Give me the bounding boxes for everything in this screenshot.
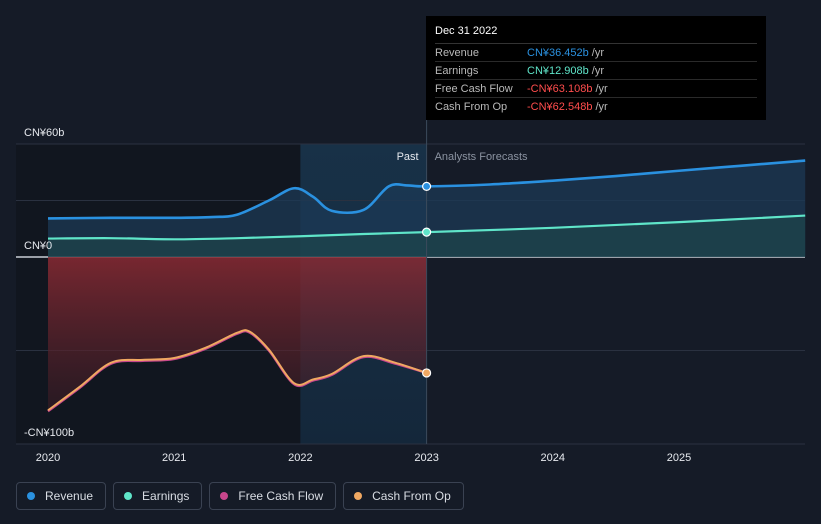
x-tick-label: 2024 (541, 452, 565, 464)
x-tick-label: 2022 (288, 452, 312, 464)
past-label: Past (397, 151, 419, 163)
legend-item-cash-from-op[interactable]: Cash From Op (343, 482, 464, 510)
tooltip-label: Free Cash Flow (435, 82, 513, 95)
legend-item-earnings[interactable]: Earnings (113, 482, 203, 510)
tooltip-unit: /yr (595, 82, 608, 95)
legend-item-free-cash-flow[interactable]: Free Cash Flow (209, 482, 337, 510)
tooltip-unit: /yr (595, 100, 608, 113)
earnings-marker (422, 227, 432, 237)
y-tick-label: CN¥0 (24, 240, 52, 252)
tooltip-row-cash-from-op: Cash From Op -CN¥62.548b /yr (435, 98, 757, 115)
legend-dot-icon (220, 492, 229, 500)
x-tick-label: 2021 (162, 452, 186, 464)
y-tick-label: CN¥60b (24, 127, 64, 139)
revenue-line (47, 159, 806, 220)
tooltip-row-free-cash-flow: Free Cash Flow -CN¥63.108b /yr (435, 80, 757, 98)
tooltip-label: Cash From Op (435, 100, 508, 113)
legend-label: Earnings (142, 489, 190, 503)
legend-dot-icon (354, 492, 363, 500)
cash-from-op-line (47, 329, 427, 412)
earnings-line (47, 214, 806, 241)
negative-cash-area (48, 257, 427, 411)
tooltip-date: Dec 31 2022 (435, 25, 757, 44)
tooltip-row-earnings: Earnings CN¥12.908b /yr (435, 62, 757, 80)
forecast-label: Analysts Forecasts (435, 151, 528, 163)
tooltip-value: -CN¥62.548b (527, 100, 593, 113)
x-tick-label: 2023 (414, 452, 438, 464)
chart-legend: Revenue Earnings Free Cash Flow Cash Fro… (16, 482, 464, 510)
data-tooltip: Dec 31 2022 Revenue CN¥36.452b /yr Earni… (426, 16, 766, 120)
legend-dot-icon (27, 492, 35, 500)
tooltip-unit: /yr (591, 64, 605, 77)
tooltip-label: Revenue (435, 46, 480, 59)
x-tick-label: 2025 (667, 452, 691, 464)
tooltip-value: CN¥12.908b (527, 64, 589, 77)
tooltip-label: Earnings (435, 64, 479, 77)
legend-label: Revenue (45, 489, 94, 503)
x-tick-label: 2020 (36, 452, 60, 464)
tooltip-value: -CN¥63.108b (527, 82, 593, 95)
tooltip-value: CN¥36.452b (527, 46, 589, 59)
cash-from-op-marker (422, 368, 432, 378)
legend-label: Cash From Op (372, 489, 451, 503)
tooltip-row-revenue: Revenue CN¥36.452b /yr (435, 44, 757, 62)
legend-label: Free Cash Flow (238, 489, 324, 503)
legend-dot-icon (124, 492, 133, 500)
y-tick-label: -CN¥100b (24, 427, 74, 439)
tooltip-unit: /yr (591, 46, 605, 59)
legend-item-revenue[interactable]: Revenue (16, 482, 107, 510)
revenue-marker (422, 181, 432, 191)
